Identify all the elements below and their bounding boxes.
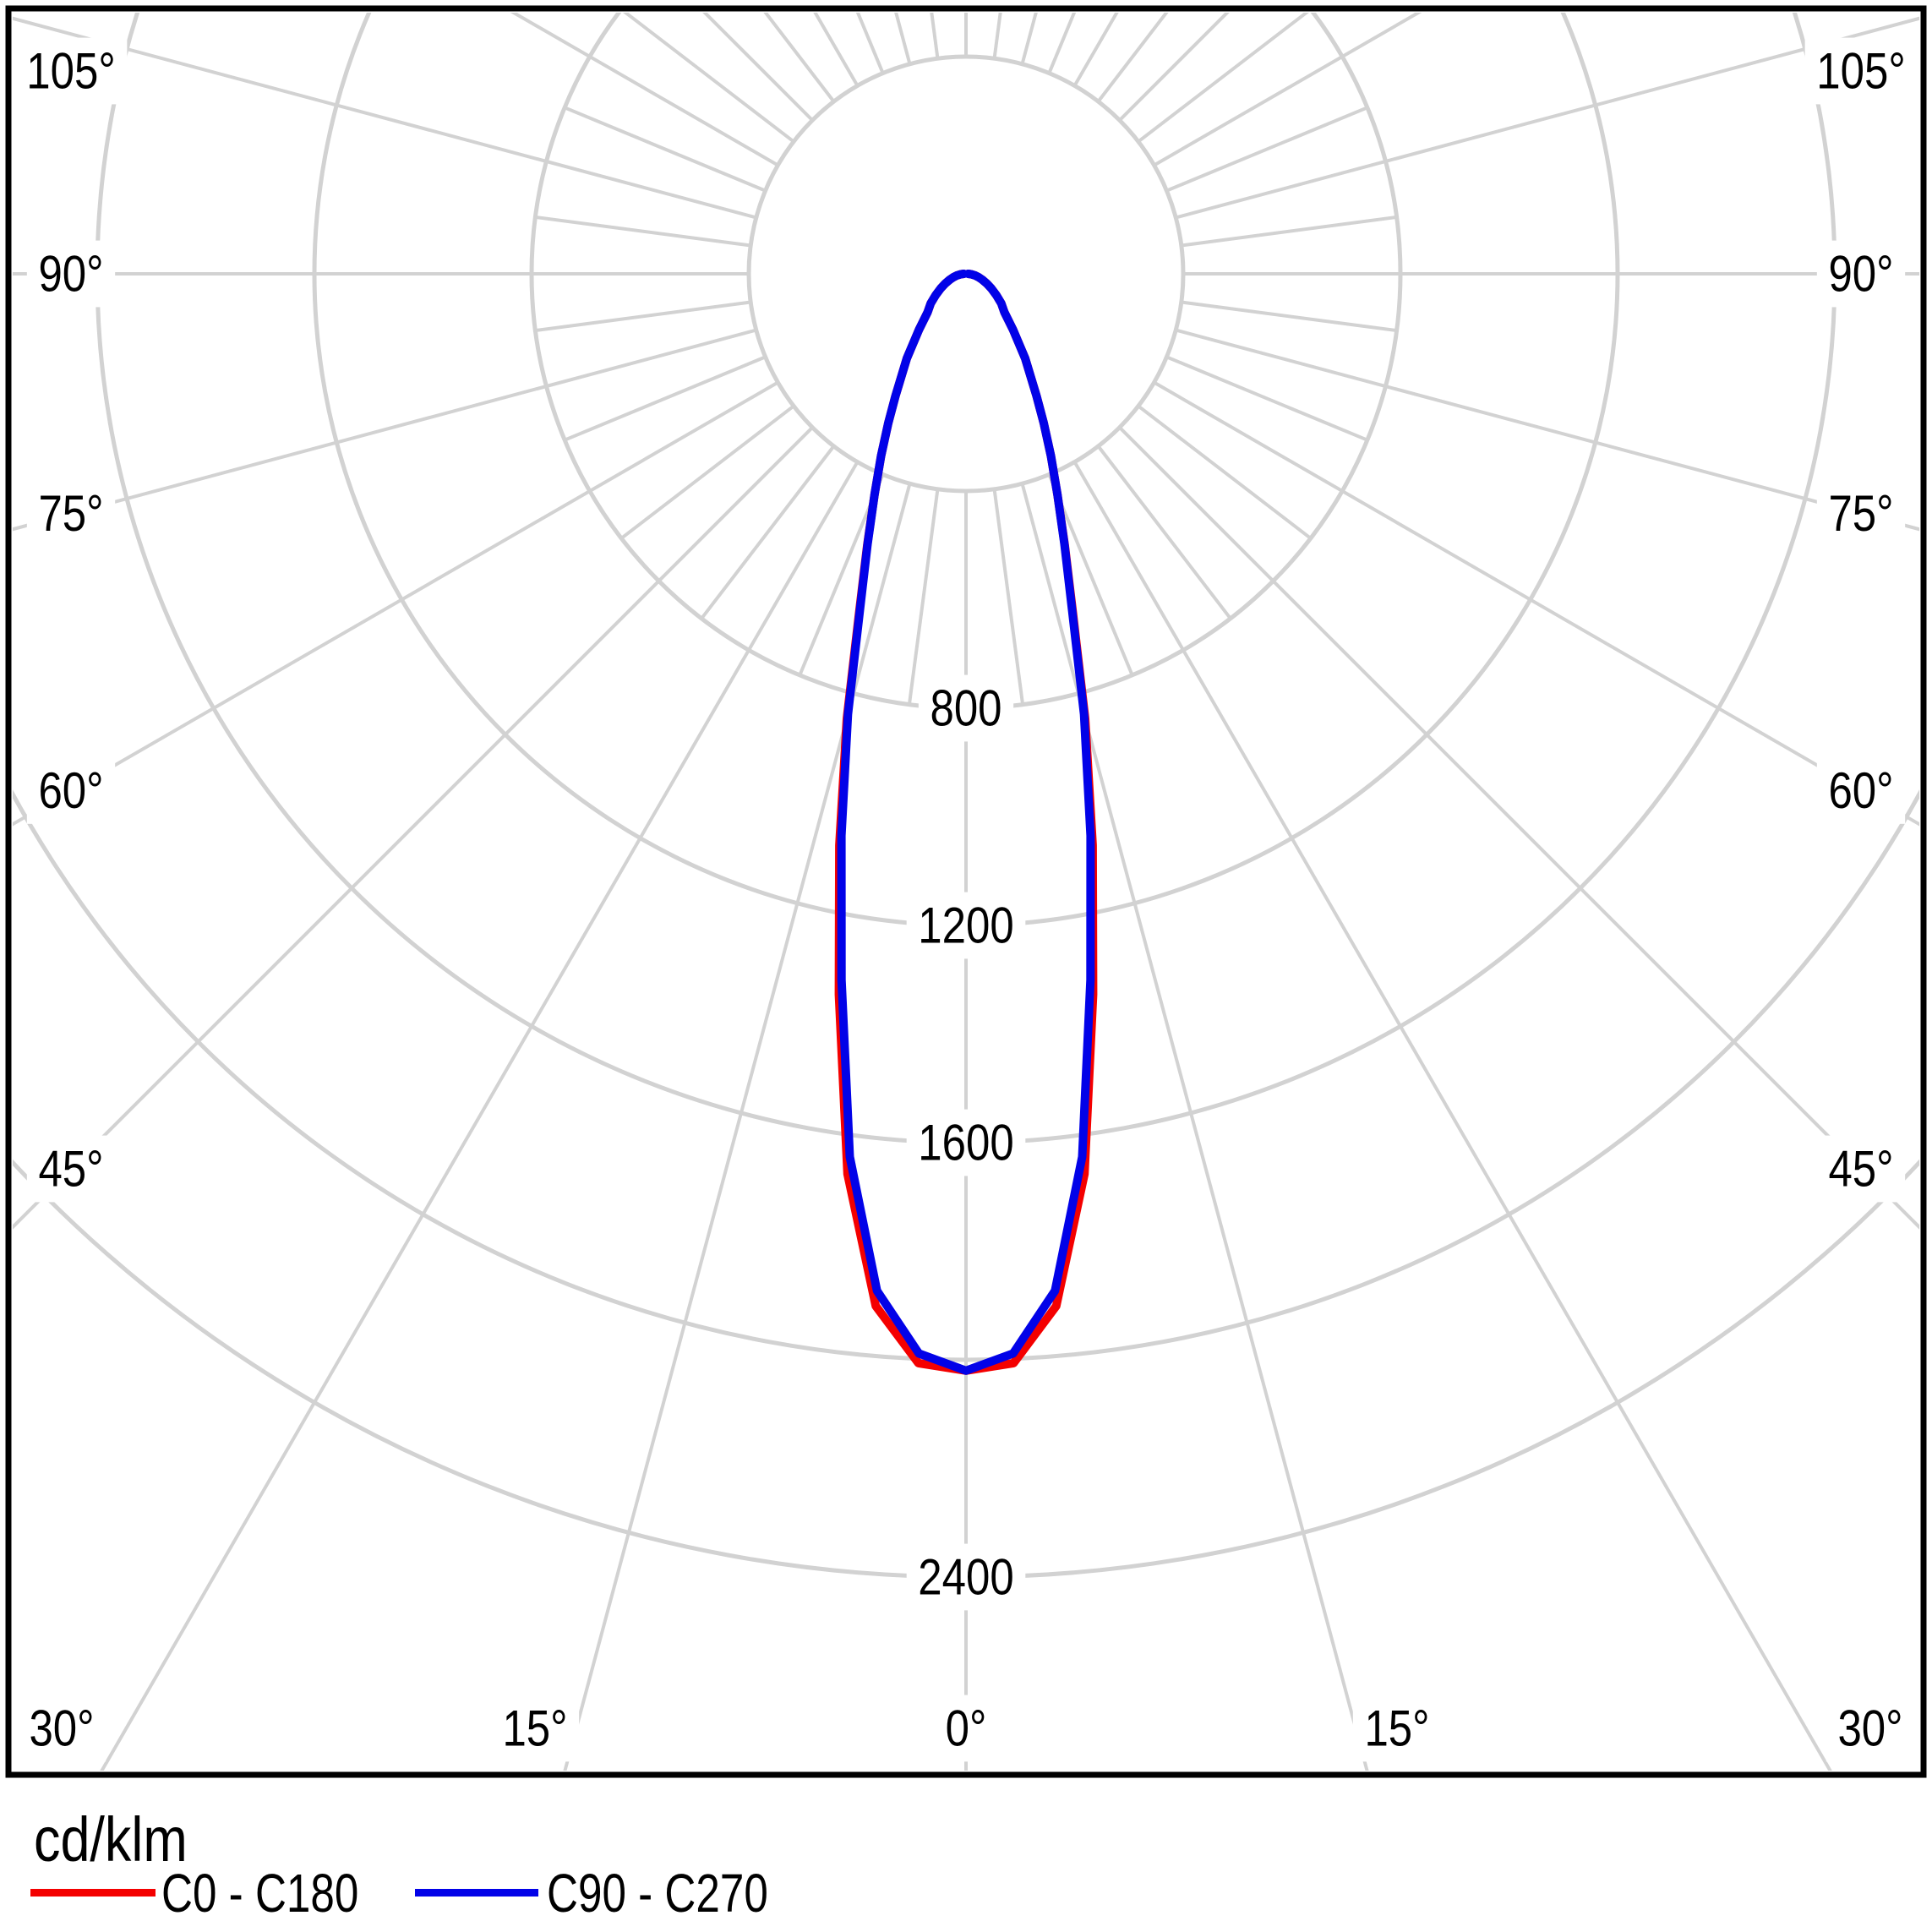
svg-text:45°: 45° [38, 1141, 103, 1198]
angle-label-left-15: 15° [490, 1695, 580, 1762]
svg-text:45°: 45° [1828, 1141, 1893, 1198]
angle-label-right-30: 30° [1826, 1695, 1915, 1762]
angle-label-left-60: 60° [26, 757, 116, 824]
ring-label-1200: 1200 [906, 892, 1026, 959]
svg-text:1600: 1600 [918, 1115, 1013, 1171]
plot-frame [5, 5, 1927, 1778]
angle-label-right-45: 45° [1816, 1135, 1906, 1203]
angle-label-left-90: 90° [26, 240, 116, 308]
svg-text:75°: 75° [1828, 485, 1893, 542]
legend-swatch-c90-c270 [415, 1889, 538, 1897]
ring-label-1600: 1600 [906, 1109, 1026, 1176]
svg-text:90°: 90° [1828, 246, 1893, 303]
angle-label-left-0: 0° [934, 1695, 998, 1762]
angle-label-left-105: 105° [14, 37, 128, 105]
svg-text:60°: 60° [38, 762, 103, 819]
angle-label-right-105: 105° [1804, 37, 1918, 105]
angle-label-left-30: 30° [17, 1695, 106, 1762]
legend-label-c90-c270: C90 - C270 [547, 1863, 768, 1924]
angle-label-right-15: 15° [1352, 1695, 1442, 1762]
svg-text:15°: 15° [502, 1700, 567, 1757]
legend-swatch-c0-c180 [30, 1889, 156, 1897]
legend-unit-label: cd/klm [34, 1804, 188, 1875]
angle-label-left-45: 45° [26, 1135, 116, 1203]
svg-text:1200: 1200 [918, 898, 1013, 954]
legend-label-c0-c180: C0 - C180 [161, 1863, 359, 1924]
angle-label-left-75: 75° [26, 480, 116, 548]
svg-text:60°: 60° [1828, 762, 1893, 819]
curve-c90-c270 [837, 270, 1095, 1375]
svg-text:2400: 2400 [918, 1549, 1013, 1606]
angle-label-right-90: 90° [1816, 240, 1906, 308]
ring-label-2400: 2400 [906, 1543, 1026, 1611]
svg-text:90°: 90° [38, 246, 103, 303]
ring-label-800: 800 [918, 674, 1014, 742]
svg-text:105°: 105° [26, 43, 115, 100]
svg-text:105°: 105° [1816, 43, 1905, 100]
angle-label-right-60: 60° [1816, 757, 1906, 824]
angle-label-right-75: 75° [1816, 480, 1906, 548]
svg-text:30°: 30° [29, 1700, 94, 1757]
svg-text:0°: 0° [946, 1700, 987, 1757]
svg-text:800: 800 [930, 680, 1001, 737]
svg-text:75°: 75° [38, 485, 103, 542]
svg-text:30°: 30° [1837, 1700, 1902, 1757]
svg-text:15°: 15° [1364, 1700, 1429, 1757]
